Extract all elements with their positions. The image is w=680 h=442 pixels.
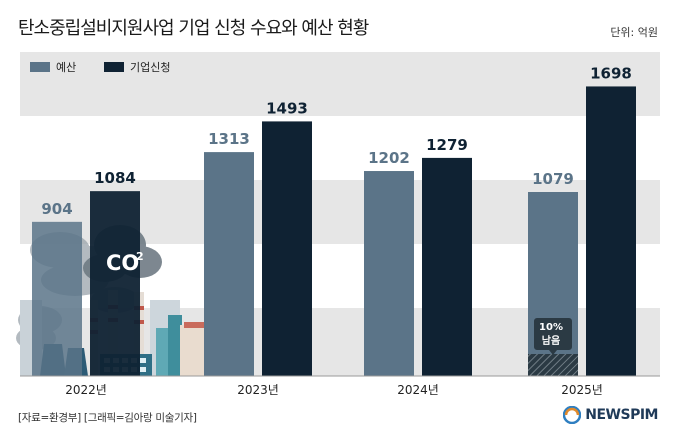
x-tick-2022년: 2022년	[65, 383, 107, 397]
co2-superscript: 2	[136, 250, 144, 263]
value-label-budget-2025년: 1079	[532, 170, 574, 188]
x-tick-2024년: 2024년	[397, 383, 439, 397]
legend-swatch-budget	[30, 62, 50, 72]
source-credit: [자료=환경부] [그래픽=김아랑 미술기자]	[18, 412, 197, 424]
bar-budget-2024년	[364, 171, 414, 376]
value-label-budget-2023년: 1313	[208, 130, 250, 148]
co2-label: CO	[106, 251, 139, 275]
value-label-budget-2022년: 904	[41, 200, 72, 218]
value-label-apply-2023년: 1493	[266, 99, 308, 117]
bar-apply-2022년	[90, 191, 140, 376]
logo-text: NEWSPIM	[585, 407, 658, 423]
legend-swatch-apply	[104, 62, 124, 72]
value-label-apply-2024년: 1279	[426, 136, 468, 154]
legend: 예산 기업신청	[30, 61, 170, 74]
unit-label: 단위: 억원	[610, 26, 658, 39]
remaining-note-line1: 10%	[539, 322, 563, 333]
bar-apply-2024년	[422, 157, 472, 376]
legend-label-budget: 예산	[56, 61, 76, 74]
value-label-apply-2022년: 1084	[94, 169, 136, 187]
bars-group	[32, 86, 636, 377]
chart-title: 탄소중립설비지원사업 기업 신청 수요와 예산 현황	[18, 18, 369, 39]
x-tick-2025년: 2025년	[561, 383, 603, 397]
hatched-remaining-area	[528, 354, 578, 376]
note-bubble	[534, 318, 572, 355]
background-band	[20, 52, 660, 116]
x-axis-ticks: 2022년 2023년 2024년 2025년	[65, 383, 603, 397]
bar-budget-2022년	[32, 221, 82, 376]
bar-apply-2023년	[262, 121, 312, 377]
value-labels: 904 1084 1313 1493 1202 1279 1079 1698	[41, 64, 632, 217]
x-tick-2023년: 2023년	[237, 383, 279, 397]
bar-budget-2023년	[204, 152, 254, 376]
bar-apply-2025년	[586, 86, 636, 376]
logo-swirl-icon	[563, 406, 582, 424]
remaining-share-marker	[528, 318, 578, 376]
remaining-note-line2: 남음	[542, 334, 560, 347]
value-label-budget-2024년: 1202	[368, 149, 410, 167]
newspim-logo: NEWSPIM	[563, 406, 658, 424]
legend-label-apply: 기업신청	[130, 61, 170, 74]
value-label-apply-2025년: 1698	[590, 64, 632, 82]
